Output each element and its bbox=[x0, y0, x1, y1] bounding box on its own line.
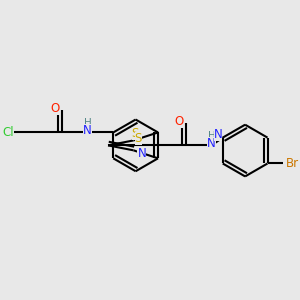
Text: O: O bbox=[175, 115, 184, 128]
Text: N: N bbox=[137, 147, 146, 160]
Text: Cl: Cl bbox=[2, 126, 14, 139]
Text: Br: Br bbox=[286, 157, 299, 170]
Text: N: N bbox=[214, 128, 223, 141]
Text: O: O bbox=[50, 102, 60, 115]
Text: S: S bbox=[135, 132, 142, 146]
Text: H: H bbox=[83, 118, 91, 128]
Text: S: S bbox=[132, 128, 139, 140]
Text: N: N bbox=[83, 124, 92, 137]
Text: H: H bbox=[208, 131, 215, 141]
Text: N: N bbox=[207, 137, 216, 150]
